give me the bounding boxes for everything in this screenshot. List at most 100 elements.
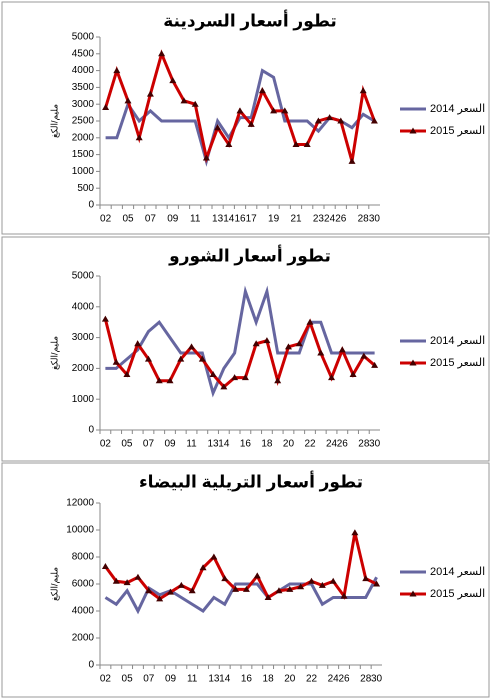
chart-title: تطور أسعار التريلية البيضاء	[139, 470, 363, 492]
point-marker	[177, 355, 185, 362]
x-tick-label: 07	[143, 674, 155, 685]
legend-marker	[409, 127, 417, 134]
point-marker	[112, 577, 120, 584]
point-marker	[214, 124, 222, 131]
point-marker	[264, 594, 272, 600]
x-tick-label: 11	[187, 674, 198, 685]
series-line	[104, 576, 378, 615]
y-axis-label: مليم/الكغ	[49, 336, 60, 370]
point-marker	[295, 340, 303, 347]
legend-marker	[409, 590, 417, 597]
point-marker	[275, 587, 283, 594]
point-marker	[270, 107, 278, 114]
point-marker	[258, 87, 266, 94]
y-tick-label: 5000	[72, 32, 95, 43]
series-line	[103, 318, 376, 389]
point-marker	[326, 114, 334, 121]
x-tick-label: 26	[337, 439, 349, 450]
point-marker	[166, 377, 174, 384]
y-tick-label: 3000	[72, 332, 95, 343]
x-tick-label: 07	[143, 439, 155, 450]
y-tick-label: 10000	[66, 525, 94, 536]
x-tick-label: 16	[240, 439, 252, 450]
y-tick-label: 12000	[66, 498, 94, 509]
x-tick-label: 02	[100, 674, 112, 685]
x-tick-label: 28	[358, 214, 370, 225]
point-marker	[370, 117, 378, 124]
x-tick-label: 14	[219, 674, 231, 685]
point-marker	[112, 358, 120, 365]
x-tick-label: 11	[186, 439, 197, 450]
x-tick-label: 07	[145, 214, 157, 225]
point-marker	[242, 585, 250, 592]
y-tick-label: 6000	[72, 579, 95, 590]
x-tick-label: 17	[246, 214, 258, 225]
point-marker	[348, 157, 356, 164]
y-tick-label: 4000	[72, 65, 95, 76]
x-tick-label: 30	[371, 674, 383, 685]
x-tick-label: 09	[164, 439, 176, 450]
point-marker	[177, 581, 185, 588]
point-marker	[221, 575, 229, 582]
x-tick-label: 11	[190, 214, 201, 225]
x-tick-label: 30	[369, 214, 381, 225]
legend-label: السعر 2014	[430, 335, 485, 347]
panel-border	[1, 236, 490, 462]
point-marker	[180, 97, 188, 104]
x-tick-label: 19	[268, 214, 280, 225]
point-marker	[292, 141, 300, 148]
point-marker	[340, 592, 348, 599]
point-marker	[188, 587, 196, 594]
series-line	[104, 532, 378, 601]
y-axis-label: مليم/الكغ	[49, 567, 60, 601]
x-tick-label: 09	[167, 214, 179, 225]
y-tick-label: 2500	[72, 116, 95, 127]
point-marker	[135, 134, 143, 141]
point-marker	[124, 97, 132, 104]
point-marker	[314, 117, 322, 124]
y-tick-label: 3000	[72, 99, 95, 110]
y-tick-label: 4000	[72, 301, 95, 312]
x-tick-label: 18	[261, 439, 273, 450]
x-tick-label: 20	[283, 439, 295, 450]
chart-title: تطور أسعار السردينة	[163, 9, 337, 31]
y-tick-label: 0	[88, 660, 94, 671]
legend-label: السعر 2015	[430, 357, 485, 369]
point-marker	[209, 371, 217, 378]
y-tick-label: 2000	[72, 132, 95, 143]
x-tick-label: 28	[360, 674, 372, 685]
point-marker	[371, 361, 379, 368]
point-marker	[274, 377, 282, 384]
point-marker	[134, 573, 142, 580]
point-marker	[236, 107, 244, 114]
y-tick-label: 0	[88, 425, 94, 436]
y-tick-label: 5000	[72, 271, 95, 282]
point-marker	[232, 585, 240, 592]
x-tick-label: 13	[212, 214, 224, 225]
point-marker	[158, 50, 166, 57]
x-tick-label: 30	[369, 439, 381, 450]
x-tick-label: 22	[306, 674, 318, 685]
point-marker	[169, 77, 177, 84]
x-tick-label: 16	[241, 674, 253, 685]
point-marker	[101, 562, 109, 569]
x-tick-label: 05	[122, 674, 134, 685]
point-marker	[359, 87, 367, 94]
point-marker	[210, 553, 218, 560]
x-tick-label: 22	[304, 439, 316, 450]
point-marker	[156, 595, 164, 602]
point-marker	[338, 346, 346, 353]
point-marker	[225, 141, 233, 148]
point-marker	[101, 315, 109, 322]
legend-label: السعر 2014	[430, 103, 485, 115]
point-marker	[328, 374, 336, 381]
x-tick-label: 13	[208, 439, 220, 450]
y-tick-label: 4000	[72, 606, 95, 617]
x-tick-label: 02	[100, 214, 112, 225]
x-tick-label: 20	[284, 674, 296, 685]
point-marker	[281, 107, 289, 114]
y-tick-label: 3500	[72, 82, 95, 93]
y-tick-label: 4500	[72, 48, 95, 59]
point-marker	[318, 581, 326, 588]
